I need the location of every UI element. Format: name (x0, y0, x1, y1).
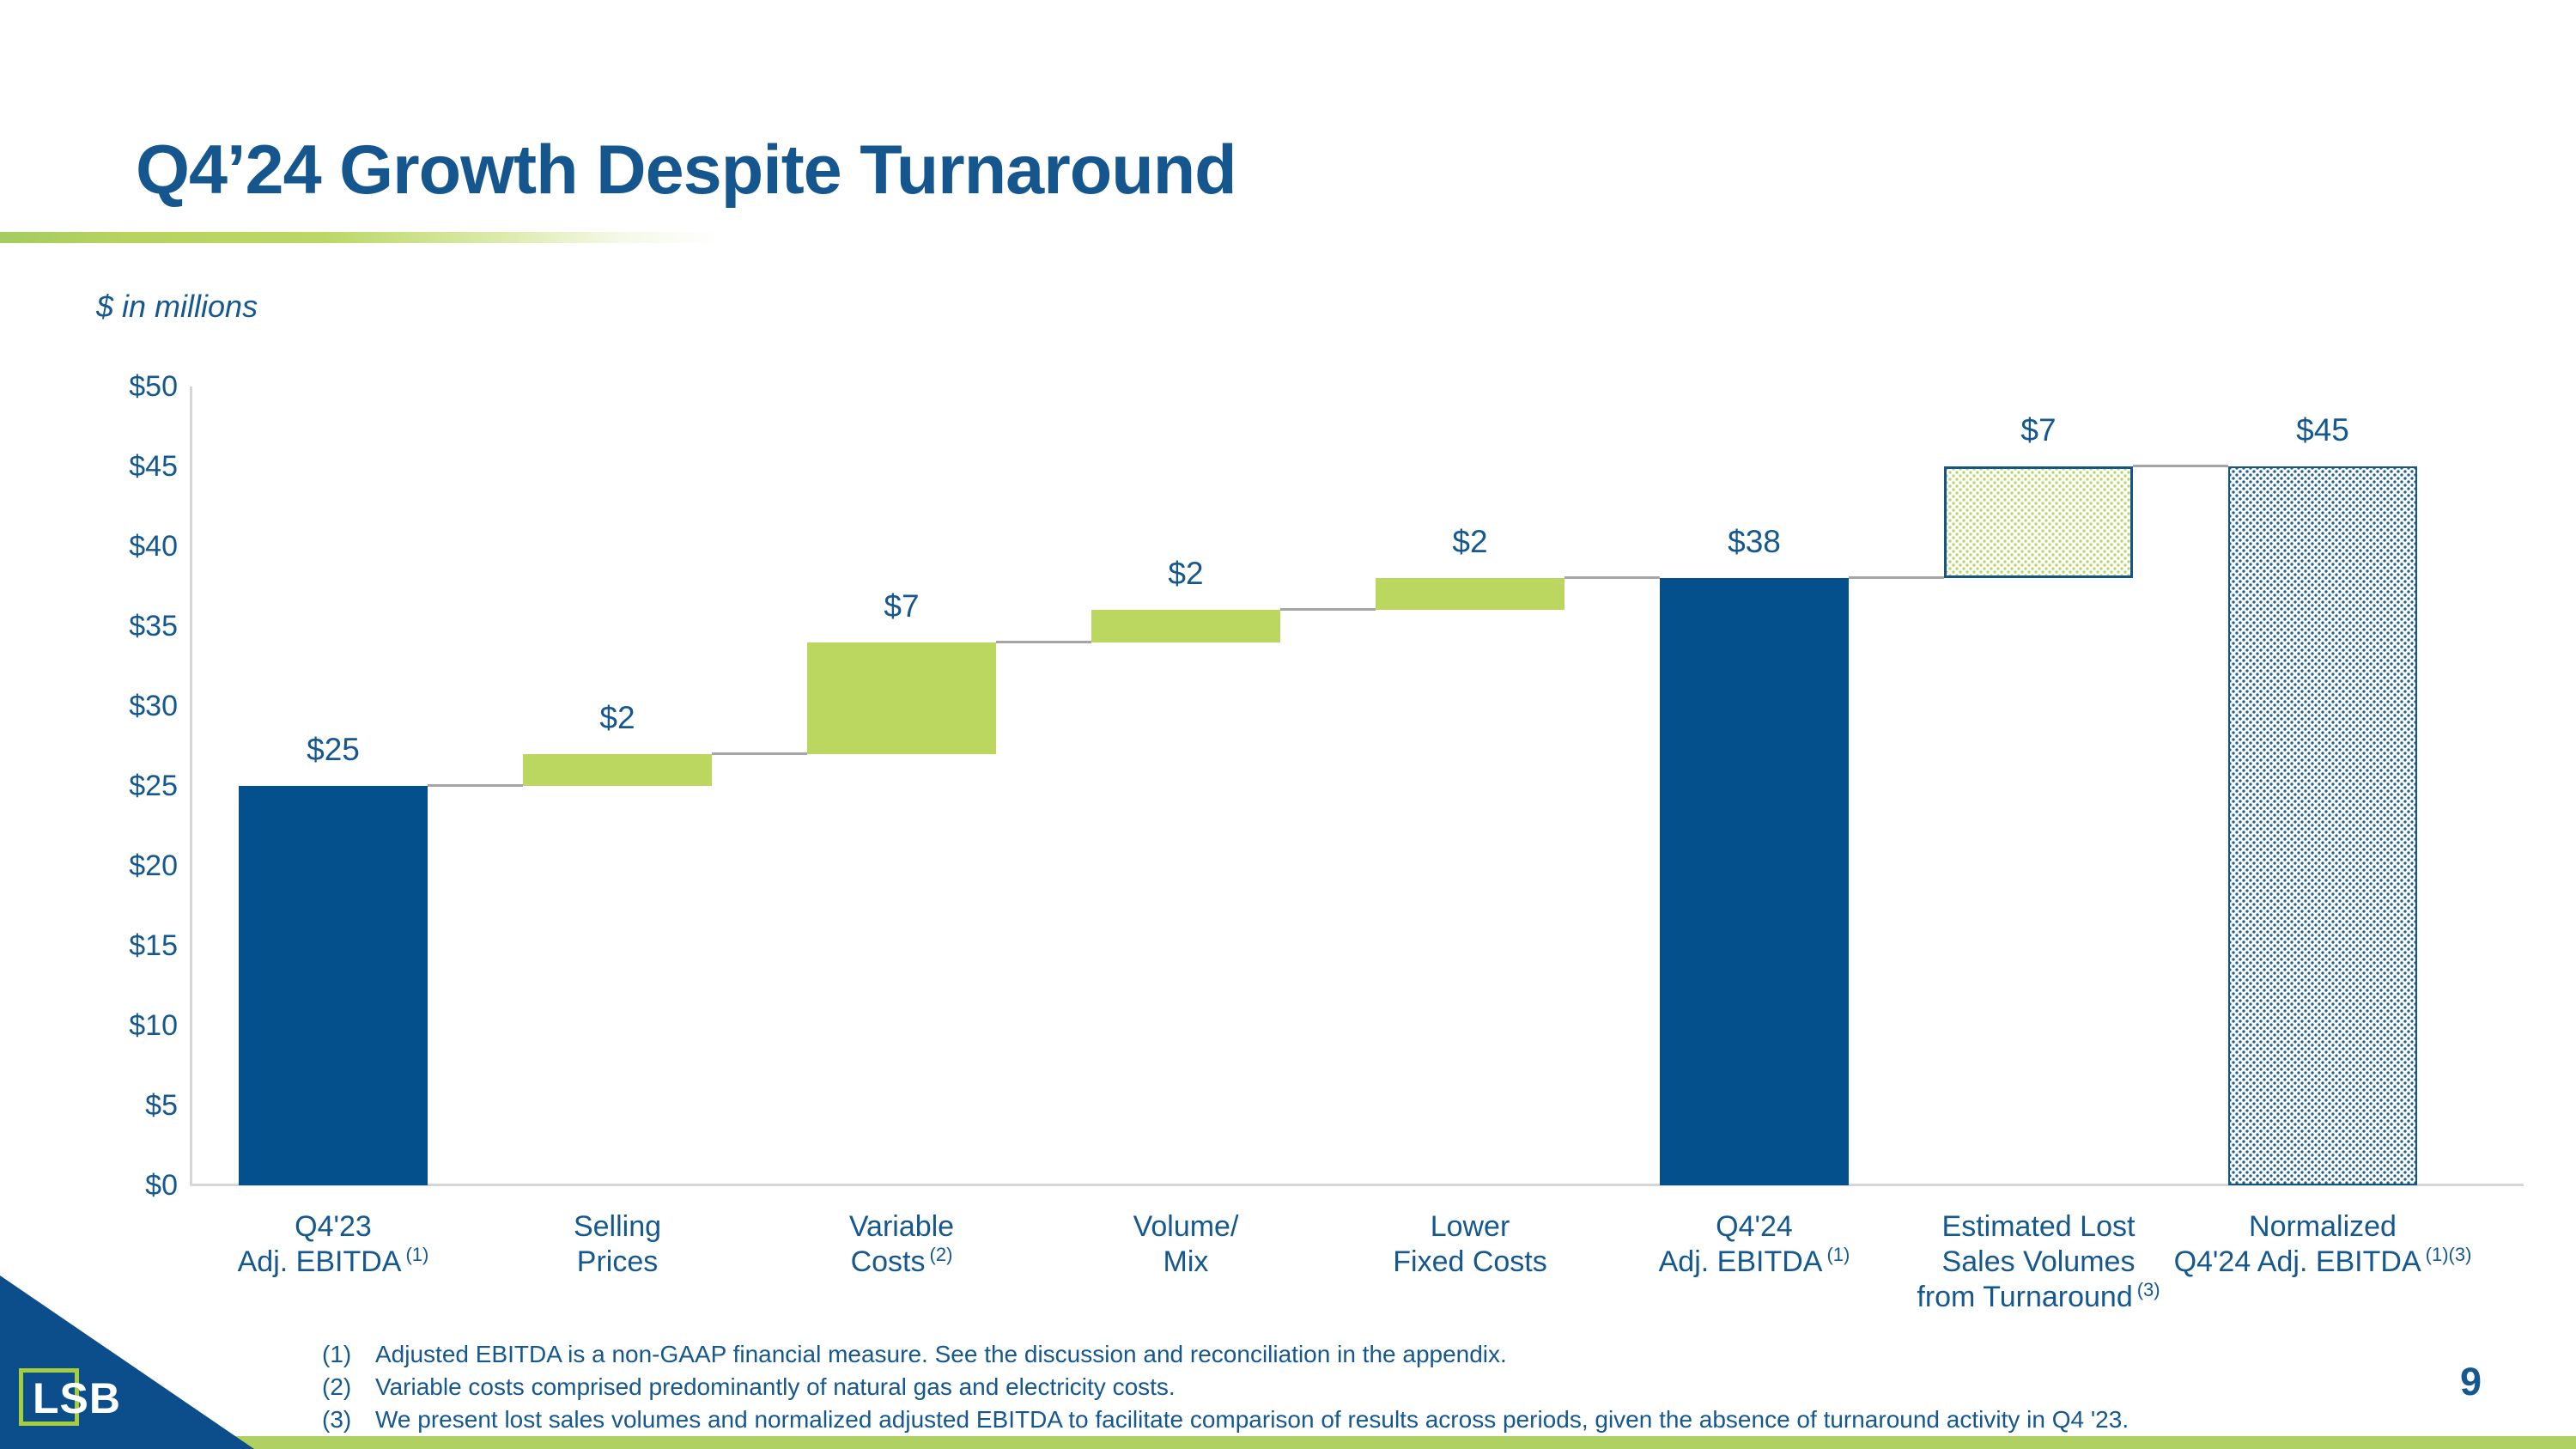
category-label-line: Sales Volumes (1941, 1245, 2136, 1278)
x-axis-baseline (190, 1184, 2524, 1186)
waterfall-bar-volume-mix (1091, 610, 1280, 642)
lsb-logo-text: LSB (33, 1374, 121, 1422)
footnote-text: We present lost sales volumes and normal… (375, 1406, 2129, 1433)
page-title: Q4’24 Growth Despite Turnaround (136, 131, 1237, 209)
y-tick-label: $40 (129, 530, 178, 563)
footnote-number: (2) (322, 1373, 352, 1400)
bar-category-label-normalized-q424-adj-ebitda: Normalized Q4'24 Adj. EBITDA (1)(3) (2160, 1209, 2486, 1280)
footnote-reference: (3) (2136, 1278, 2160, 1300)
category-label-line: Variable (848, 1210, 955, 1243)
category-label-line: Costs (2) (850, 1243, 953, 1278)
bottom-accent-strip (0, 1436, 2576, 1449)
bar-value-label: $45 (2296, 412, 2349, 447)
y-tick-label: $0 (145, 1169, 178, 1202)
connector-line (2133, 465, 2228, 467)
bar-category-label-selling-prices: Selling Prices (454, 1209, 781, 1280)
bar-value-label: $7 (2020, 412, 2057, 447)
bar-value-label: $2 (1168, 556, 1204, 592)
y-tick-label: $45 (129, 450, 178, 483)
footnote-reference: (2) (929, 1243, 953, 1265)
category-label-line: Q4'24 (1716, 1210, 1793, 1243)
footnote-item: (2) Variable costs comprised predominantl… (322, 1371, 2129, 1403)
category-label-line: Adj. EBITDA (1) (1658, 1243, 1850, 1278)
y-tick-label: $25 (129, 770, 178, 802)
waterfall-bar-lower-fixed-costs (1376, 578, 1564, 611)
footnote-number: (1) (322, 1341, 352, 1367)
y-tick-label: $5 (145, 1089, 178, 1122)
category-label-line: Volume/ (1133, 1210, 1239, 1243)
footnote-number: (3) (322, 1406, 352, 1433)
footnote-text: Variable costs comprised predominantly o… (375, 1373, 1176, 1400)
footnote-text: Adjusted EBITDA is a non-GAAP financial … (375, 1341, 1507, 1367)
category-label-line: Selling (573, 1210, 662, 1243)
category-label-line: Lower (1430, 1210, 1510, 1243)
units-note: $ in millions (96, 289, 258, 324)
title-underline (0, 232, 721, 243)
bar-category-label-volume-mix: Volume/Mix (1023, 1209, 1349, 1280)
y-tick-label: $20 (129, 849, 178, 882)
waterfall-bar-estimated-lost-sales-volumes-from-turnaround (1944, 466, 2133, 579)
y-tick-label: $35 (129, 610, 178, 642)
connector-line (1280, 608, 1376, 612)
bar-category-label-q423-adj-ebitda: Q4'23 Adj. EBITDA (1) (170, 1209, 496, 1280)
bar-value-label: $25 (307, 732, 360, 767)
category-label-line: from Turnaround (3) (1917, 1278, 2160, 1313)
category-label-line: Prices (576, 1245, 659, 1278)
y-tick-label: $30 (129, 690, 178, 722)
connector-line (712, 752, 807, 755)
connector-line (1564, 576, 1660, 580)
y-tick-label: $10 (129, 1009, 178, 1042)
lsb-logo-square (19, 1368, 79, 1426)
bar-value-label: $2 (599, 699, 635, 735)
y-axis-line (190, 387, 192, 1185)
bar-category-label-lower-fixed-costs: Lower Fixed Costs (1307, 1209, 1633, 1280)
bar-category-label-estimated-lost-sales-volumes-from-turnaround: Estimated Lost Sales Volumes from Turnarou… (1875, 1209, 2202, 1315)
bar-category-label-q424-adj-ebitda: Q4'24 Adj. EBITDA (1) (1591, 1209, 1917, 1280)
waterfall-bar-selling-prices (523, 753, 712, 786)
bar-value-label: $7 (884, 588, 920, 624)
category-label-line: Q4'24 Adj. EBITDA (1)(3) (2173, 1243, 2472, 1278)
page-number: 9 (2459, 1360, 2482, 1403)
category-label-line: Adj. EBITDA (1) (237, 1243, 429, 1278)
connector-line (996, 640, 1091, 643)
connector-line (428, 784, 523, 787)
footnote-item: (3) We present lost sales volumes and nor… (322, 1403, 2129, 1436)
footnotes: (1) Adjusted EBITDA is a non-GAAP financi… (322, 1338, 2129, 1436)
waterfall-bar-q423-adj-ebitda (239, 786, 428, 1185)
bar-category-label-variable-costs: Variable Costs (2) (738, 1209, 1065, 1280)
waterfall-bar-normalized-q424-adj-ebitda (2228, 466, 2417, 1185)
bar-value-label: $2 (1452, 524, 1488, 560)
category-label-line: Q4'23 (295, 1210, 372, 1243)
connector-line (1849, 576, 1944, 580)
y-tick-label: $15 (129, 929, 178, 962)
footnote-reference: (1) (405, 1243, 429, 1265)
bar-value-label: $38 (1728, 524, 1781, 560)
footnote-reference: (1) (1826, 1243, 1850, 1265)
footnote-item: (1) Adjusted EBITDA is a non-GAAP financi… (322, 1338, 2129, 1371)
category-label-line: Fixed Costs (1393, 1245, 1547, 1278)
footnote-reference: (1)(3) (2425, 1243, 2472, 1265)
category-label-line: Mix (1163, 1245, 1209, 1278)
waterfall-bar-q424-adj-ebitda (1660, 578, 1849, 1185)
category-label-line: Normalized (2249, 1210, 2397, 1243)
category-label-line: Estimated Lost (1941, 1210, 2136, 1243)
waterfall-bar-variable-costs (807, 642, 996, 754)
y-tick-label: $50 (129, 370, 178, 403)
